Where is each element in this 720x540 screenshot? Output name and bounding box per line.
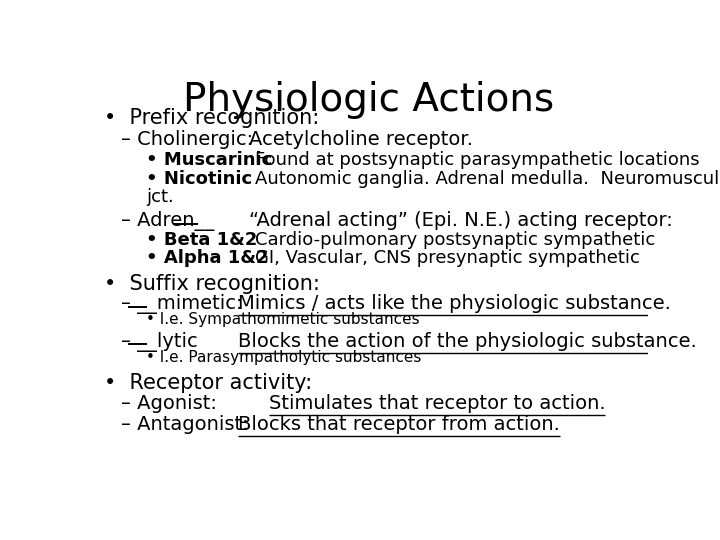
Text: – Antagonist:: – Antagonist:	[121, 415, 248, 434]
Text: jct.: jct.	[145, 188, 174, 206]
Text: Acetylcholine receptor.: Acetylcholine receptor.	[249, 130, 473, 149]
Text: •  Suffix recognition:: • Suffix recognition:	[104, 274, 320, 294]
Text: • I.e. Parasympatholytic substances: • I.e. Parasympatholytic substances	[145, 350, 421, 366]
Text: • I.e. Sympathomimetic substances: • I.e. Sympathomimetic substances	[145, 312, 420, 327]
Text: •  Prefix recognition:: • Prefix recognition:	[104, 109, 319, 129]
Text: Found at postsynaptic parasympathetic locations: Found at postsynaptic parasympathetic lo…	[255, 151, 699, 169]
Text: • Alpha 1&2: • Alpha 1&2	[145, 249, 269, 267]
Text: •  Receptor activity:: • Receptor activity:	[104, 373, 312, 393]
Text: – Agonist:: – Agonist:	[121, 394, 217, 413]
Text: Stimulates that receptor to action.: Stimulates that receptor to action.	[269, 394, 606, 413]
Text: • Beta 1&2: • Beta 1&2	[145, 231, 257, 249]
Text: Physiologic Actions: Physiologic Actions	[184, 80, 554, 119]
Text: Cardio-pulmonary postsynaptic sympathetic: Cardio-pulmonary postsynaptic sympatheti…	[255, 231, 655, 249]
Text: • Nicotinic: • Nicotinic	[145, 170, 252, 187]
Text: – Adren__: – Adren__	[121, 211, 214, 231]
Text: – __mimetic:: – __mimetic:	[121, 294, 242, 314]
Text: Autonomic ganglia. Adrenal medulla.  Neuromuscular: Autonomic ganglia. Adrenal medulla. Neur…	[255, 170, 720, 187]
Text: • Muscarinic: • Muscarinic	[145, 151, 272, 169]
Text: Mimics / acts like the physiologic substance.: Mimics / acts like the physiologic subst…	[238, 294, 671, 313]
Text: – Cholinergic:: – Cholinergic:	[121, 130, 253, 149]
Text: Blocks that receptor from action.: Blocks that receptor from action.	[238, 415, 559, 434]
Text: GI, Vascular, CNS presynaptic sympathetic: GI, Vascular, CNS presynaptic sympatheti…	[255, 249, 639, 267]
Text: “Adrenal acting” (Epi. N.E.) acting receptor:: “Adrenal acting” (Epi. N.E.) acting rece…	[249, 211, 672, 230]
Text: – __lytic: – __lytic	[121, 332, 197, 352]
Text: Blocks the action of the physiologic substance.: Blocks the action of the physiologic sub…	[238, 332, 697, 351]
